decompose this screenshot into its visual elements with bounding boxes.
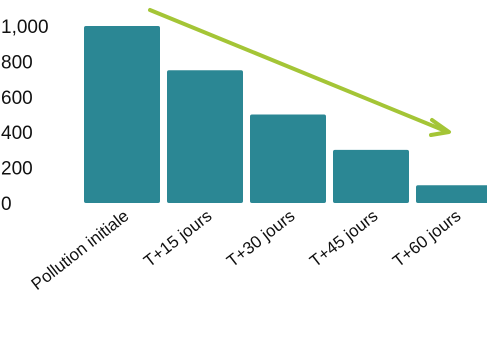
y-tick-label: 600 [1, 88, 33, 109]
bars [84, 26, 487, 203]
bar [84, 26, 160, 203]
x-tick-label: T+45 jours [306, 206, 381, 271]
x-tick-label: T+30 jours [223, 206, 298, 271]
y-axis-ticks: 0 200 400 600 800 1,000 [1, 17, 49, 215]
y-tick-label: 1,000 [1, 17, 49, 38]
y-tick-label: 200 [1, 159, 33, 180]
bar [416, 185, 487, 203]
x-tick-label: T+15 jours [140, 206, 215, 271]
trend-arrow [148, 8, 451, 137]
x-tick-label: T+60 jours [389, 206, 464, 271]
y-tick-label: 400 [1, 123, 33, 144]
x-tick-label: Pollution initiale [28, 206, 133, 294]
trend-arrow-head [429, 118, 451, 137]
trend-arrow-line [148, 8, 445, 132]
bar [167, 70, 243, 203]
y-tick-label: 0 [1, 194, 12, 215]
x-axis-labels: Pollution initiale T+15 jours T+30 jours T+… [28, 206, 465, 294]
y-tick-label: 800 [1, 52, 33, 73]
bar [250, 114, 326, 203]
bar [333, 149, 409, 203]
